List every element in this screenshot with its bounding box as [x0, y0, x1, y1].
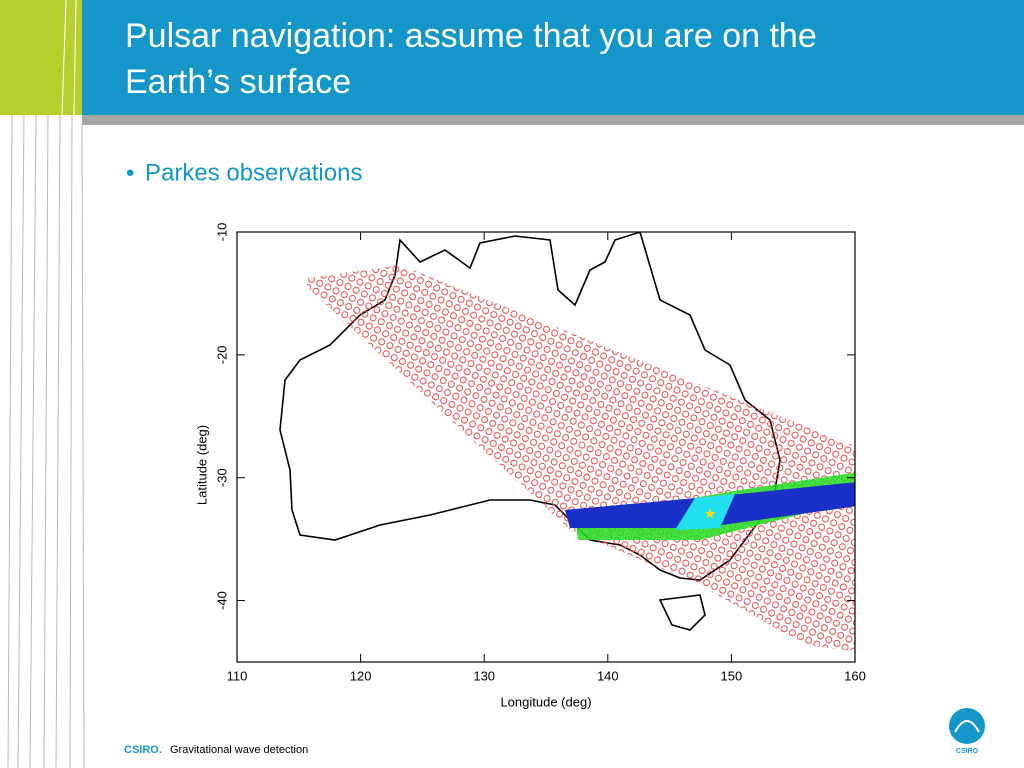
x-axis-label: Longitude (deg)	[500, 694, 591, 709]
slide-title: Pulsar navigation: assume that you are o…	[125, 17, 817, 55]
parkes-star: ★	[704, 506, 717, 522]
y-tick-label: -40	[214, 591, 229, 610]
y-tick-label: -10	[214, 223, 229, 242]
y-tick-label: -30	[214, 468, 229, 487]
logo-mark	[954, 720, 980, 733]
x-tick-label: 150	[721, 668, 743, 683]
x-tick-label: 110	[227, 668, 248, 683]
slide-title: Earth’s surface	[125, 63, 351, 101]
red-solutions	[307, 265, 855, 652]
header-accent	[0, 0, 82, 115]
plot-image: ★	[279, 232, 855, 652]
footer-text: Gravitational wave detection	[170, 744, 308, 756]
x-tick-label: 120	[350, 668, 372, 683]
header-band	[82, 0, 1024, 115]
x-tick-label: 140	[597, 668, 619, 683]
x-tick-label: 130	[473, 668, 495, 683]
x-tick-label: 160	[844, 668, 866, 683]
cyan-solutions	[675, 494, 735, 530]
y-axis-label: Latitude (deg)	[194, 425, 209, 505]
bullet: Parkes observations	[145, 159, 362, 186]
bullet-marker: •	[126, 159, 134, 186]
plot-frame	[236, 231, 856, 663]
footer-brand: CSIRO.	[124, 744, 162, 756]
y-tick-label: -20	[214, 345, 229, 364]
decor-lines	[7, 0, 85, 768]
logo	[949, 708, 985, 744]
header-rule	[82, 115, 1024, 125]
logo-text: CSIRO	[956, 748, 979, 755]
